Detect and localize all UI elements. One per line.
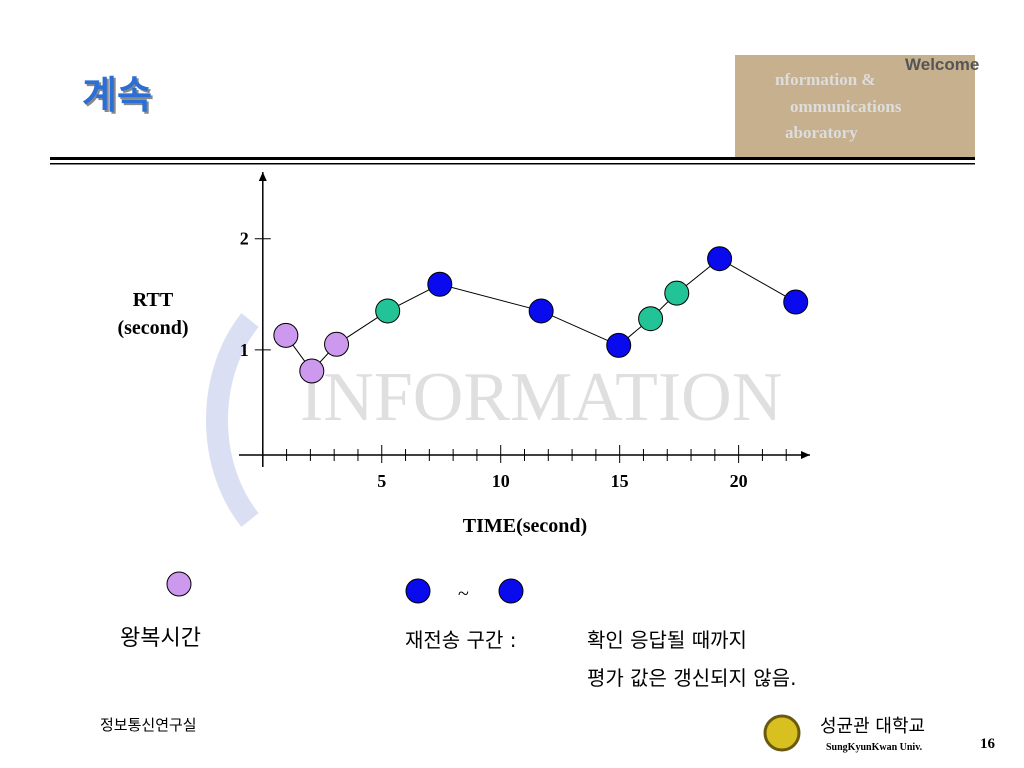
univ-emblem xyxy=(763,714,801,752)
x-tick-label: 10 xyxy=(492,471,510,491)
logo-welcome: Welcome xyxy=(905,55,979,74)
legend-note: 확인 응답될 때까지 xyxy=(587,628,747,652)
page-number: 16 xyxy=(980,736,996,752)
y-tick-label: 1 xyxy=(240,340,249,360)
logo: Welcome nformation & ommunications abora… xyxy=(735,55,979,160)
y-axis-label: (second) xyxy=(117,317,188,339)
data-point xyxy=(528,298,554,324)
x-tick-label: 15 xyxy=(611,471,629,491)
data-point xyxy=(324,331,350,357)
logo-line: aboratory xyxy=(785,123,858,142)
data-point xyxy=(375,298,401,324)
footer-lab: 정보통신연구실 xyxy=(100,716,197,734)
y-axis-label: RTT xyxy=(133,289,174,311)
rule xyxy=(50,157,975,160)
title-shadow: 계속 xyxy=(84,75,154,119)
legend-swatch xyxy=(166,571,192,597)
x-tick-label: 5 xyxy=(377,471,386,491)
data-point xyxy=(299,358,325,384)
y-axis-arrow xyxy=(258,172,267,181)
legend-label: 재전송 구간 : xyxy=(405,628,516,652)
rule xyxy=(50,163,975,165)
watermark: INFORMATION xyxy=(206,313,782,527)
y-tick-label: 2 xyxy=(240,229,249,249)
x-tick-label: 20 xyxy=(730,471,748,491)
data-point xyxy=(707,246,733,272)
legend-swatch xyxy=(498,578,524,604)
x-axis-arrow xyxy=(801,451,810,459)
legend: 왕복시간 ~ 재전송 구간 : 확인 응답될 때까지 평가 값은 갱신되지 않음… xyxy=(120,571,796,690)
data-point xyxy=(783,289,809,315)
chart: 5 10 15 20 1 2 RTT (second) TIME(second) xyxy=(117,172,810,537)
data-point xyxy=(427,271,453,297)
legend-label: 왕복시간 xyxy=(120,626,201,651)
data-point xyxy=(638,306,664,332)
slide-title: 계속 xyxy=(82,73,152,117)
svg-text:INFORMATION: INFORMATION xyxy=(300,359,782,436)
footer-univ-en: SungKyunKwan Univ. xyxy=(826,742,923,753)
legend-note: 평가 값은 갱신되지 않음. xyxy=(587,666,796,690)
footer-univ: 성균관 대학교 xyxy=(820,716,925,737)
logo-line: ommunications xyxy=(790,97,902,116)
legend-swatch xyxy=(405,578,431,604)
legend-tilde: ~ xyxy=(458,583,469,605)
data-point xyxy=(273,322,299,348)
data-point xyxy=(606,332,632,358)
logo-line: nformation & xyxy=(775,70,876,89)
data-point xyxy=(664,280,690,306)
x-axis-label: TIME(second) xyxy=(463,515,587,537)
